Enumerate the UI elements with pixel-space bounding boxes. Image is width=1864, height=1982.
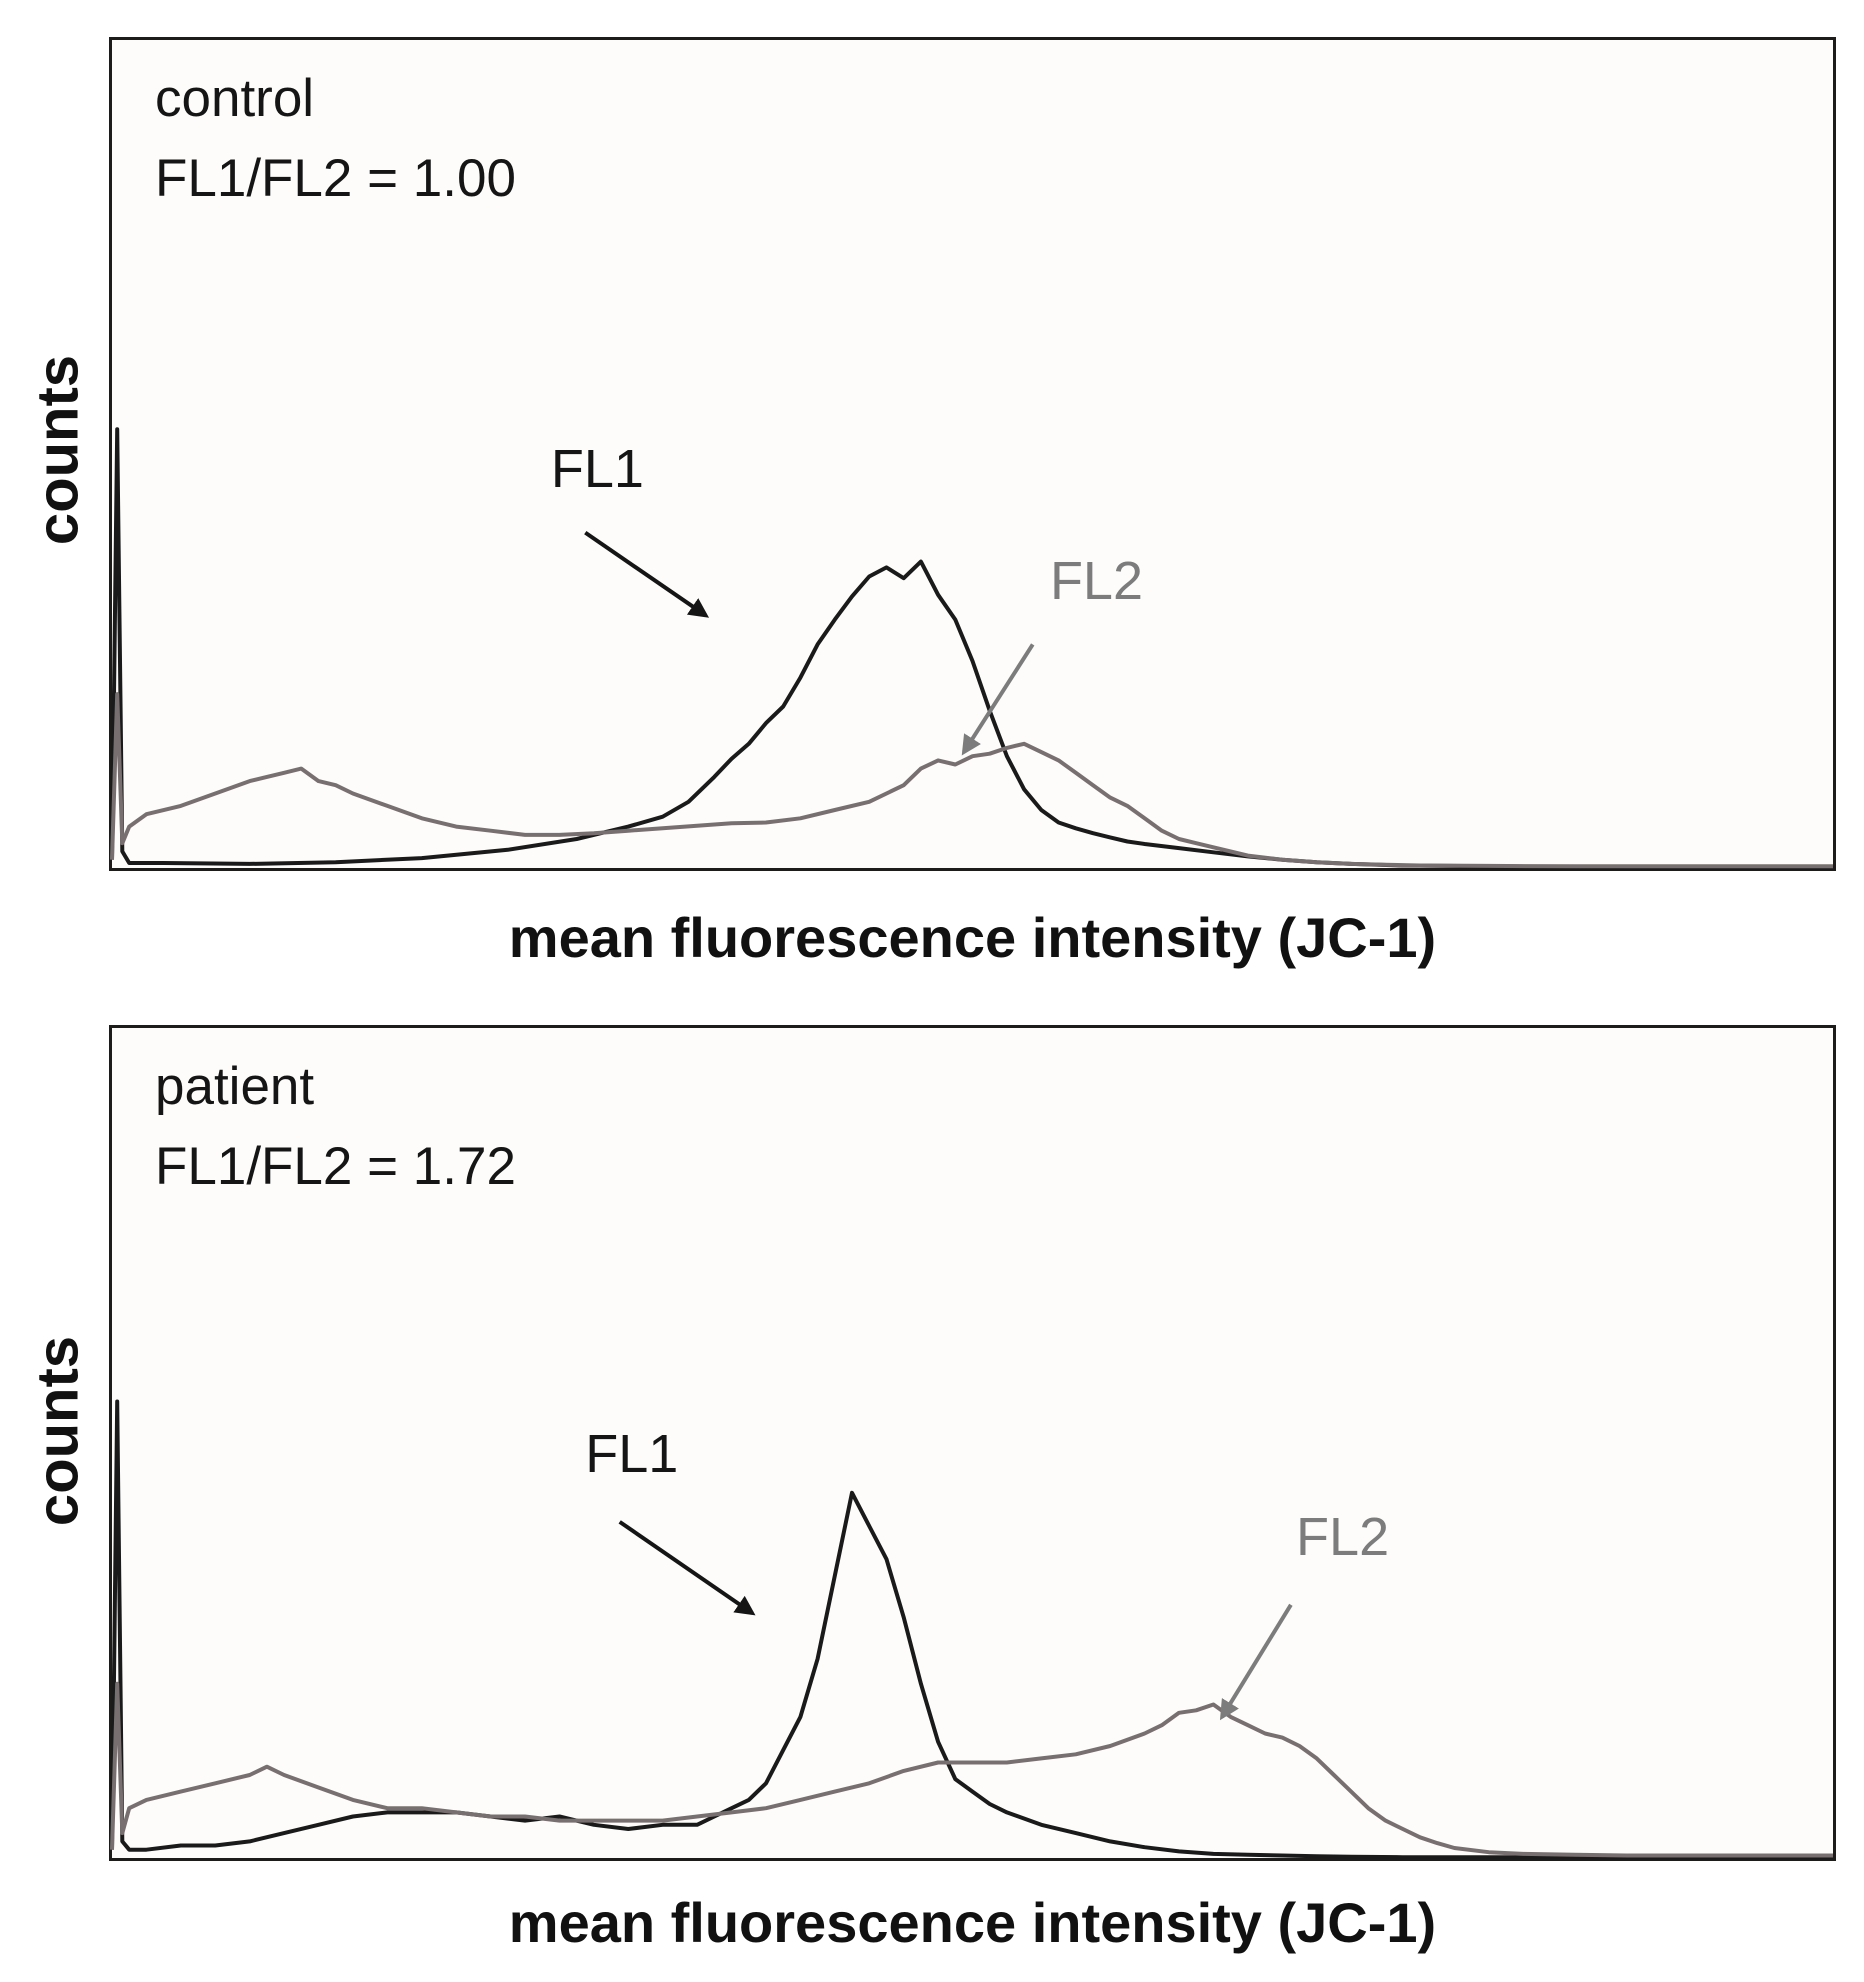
annotation-label-fl2: FL2 bbox=[1050, 551, 1143, 611]
annotation-arrow-fl1 bbox=[584, 531, 710, 618]
histogram-chart: FL1 FL2 bbox=[110, 427, 1833, 870]
annotation-arrow-fl1 bbox=[618, 1520, 756, 1616]
x-axis-label: mean fluorescence intensity (JC-1) bbox=[508, 906, 1437, 969]
x-axis-label: mean fluorescence intensity (JC-1) bbox=[508, 1891, 1437, 1954]
annotation-label-fl1: FL1 bbox=[585, 1424, 678, 1484]
ratio-label: FL1/FL2 = 1.72 bbox=[155, 1137, 516, 1196]
histogram-chart: FL1 FL2 bbox=[110, 1399, 1833, 1860]
series-line-fl2 bbox=[110, 1681, 1833, 1858]
annotation-label-fl2: FL2 bbox=[1296, 1507, 1389, 1567]
annotation-label-fl1: FL1 bbox=[551, 439, 644, 499]
sample-label: patient bbox=[155, 1057, 315, 1116]
plot-area: FL1 FL2 control FL1/FL2 = 1.00 bbox=[109, 37, 1836, 871]
annotation-arrow-fl2 bbox=[961, 643, 1035, 756]
annotation-arrow-fl2 bbox=[1219, 1603, 1293, 1721]
panel-control: counts FL1 FL2 control FL1/FL2 = 1.00 mea… bbox=[0, 0, 1864, 990]
series-line-fl1 bbox=[110, 427, 1833, 870]
ratio-label: FL1/FL2 = 1.00 bbox=[155, 149, 516, 208]
panel-patient: counts FL1 FL2 patient FL1/FL2 = 1.72 mea… bbox=[0, 990, 1864, 1982]
series-line-fl2 bbox=[110, 692, 1833, 869]
plot-area: FL1 FL2 patient FL1/FL2 = 1.72 bbox=[109, 1025, 1836, 1861]
sample-label: control bbox=[155, 69, 315, 128]
series-line-fl1 bbox=[110, 1399, 1833, 1860]
